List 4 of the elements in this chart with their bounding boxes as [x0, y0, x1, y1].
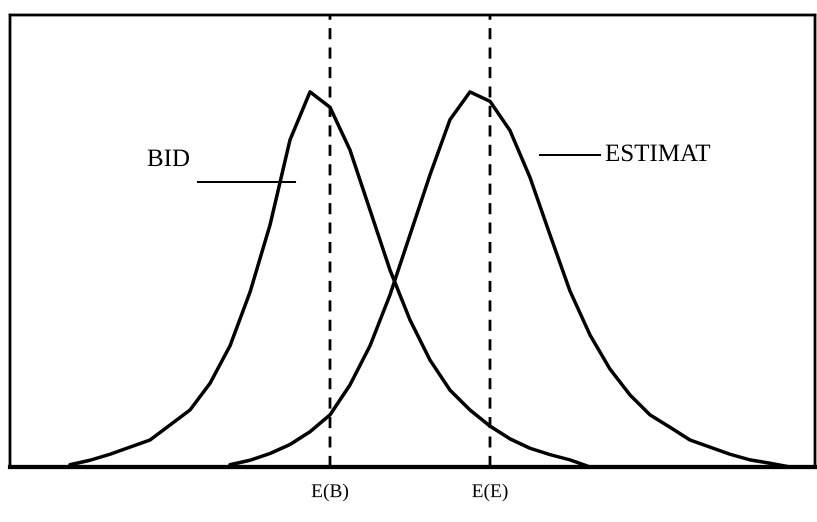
annotation: ESTIMAT — [606, 144, 710, 162]
x-tick-label: E(E) — [472, 484, 508, 502]
x-tick-label: E(B) — [312, 484, 348, 502]
annotation: BID — [148, 150, 189, 166]
